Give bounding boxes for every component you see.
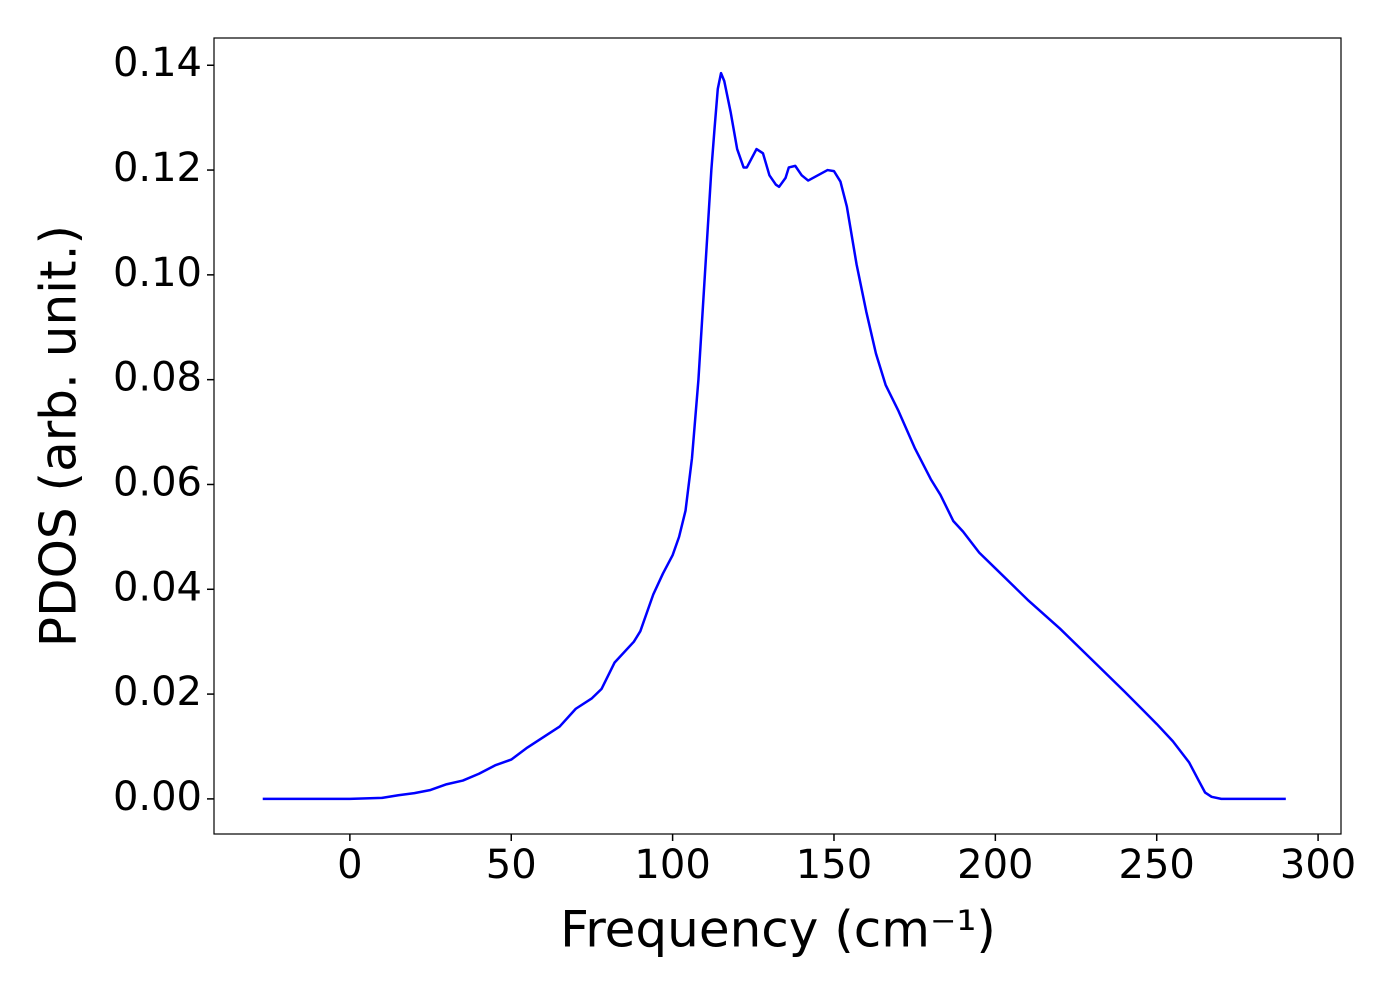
y-tick-label: 0.10 <box>113 250 202 296</box>
y-tick-label: 0.12 <box>113 145 202 191</box>
y-tick-label: 0.14 <box>113 40 202 86</box>
x-tick-label: 0 <box>337 842 362 888</box>
y-axis-label: PDOS (arb. unit.) <box>30 225 88 647</box>
x-axis-label: Frequency (cm⁻¹) <box>560 901 996 959</box>
plot-frame <box>213 37 1342 835</box>
x-tick-label: 250 <box>1119 842 1195 888</box>
x-tick-label: 200 <box>957 842 1033 888</box>
y-tick-label: 0.08 <box>113 355 202 401</box>
y-tick-label: 0.02 <box>113 669 202 715</box>
x-tick-label: 100 <box>634 842 710 888</box>
data-line <box>262 71 1286 801</box>
x-tick-label: 300 <box>1280 842 1356 888</box>
x-tick-label: 50 <box>486 842 537 888</box>
y-tick-label: 0.00 <box>113 774 202 820</box>
y-tick-label: 0.04 <box>113 564 202 610</box>
y-tick-label: 0.06 <box>113 459 202 505</box>
x-tick-label: 150 <box>796 842 872 888</box>
